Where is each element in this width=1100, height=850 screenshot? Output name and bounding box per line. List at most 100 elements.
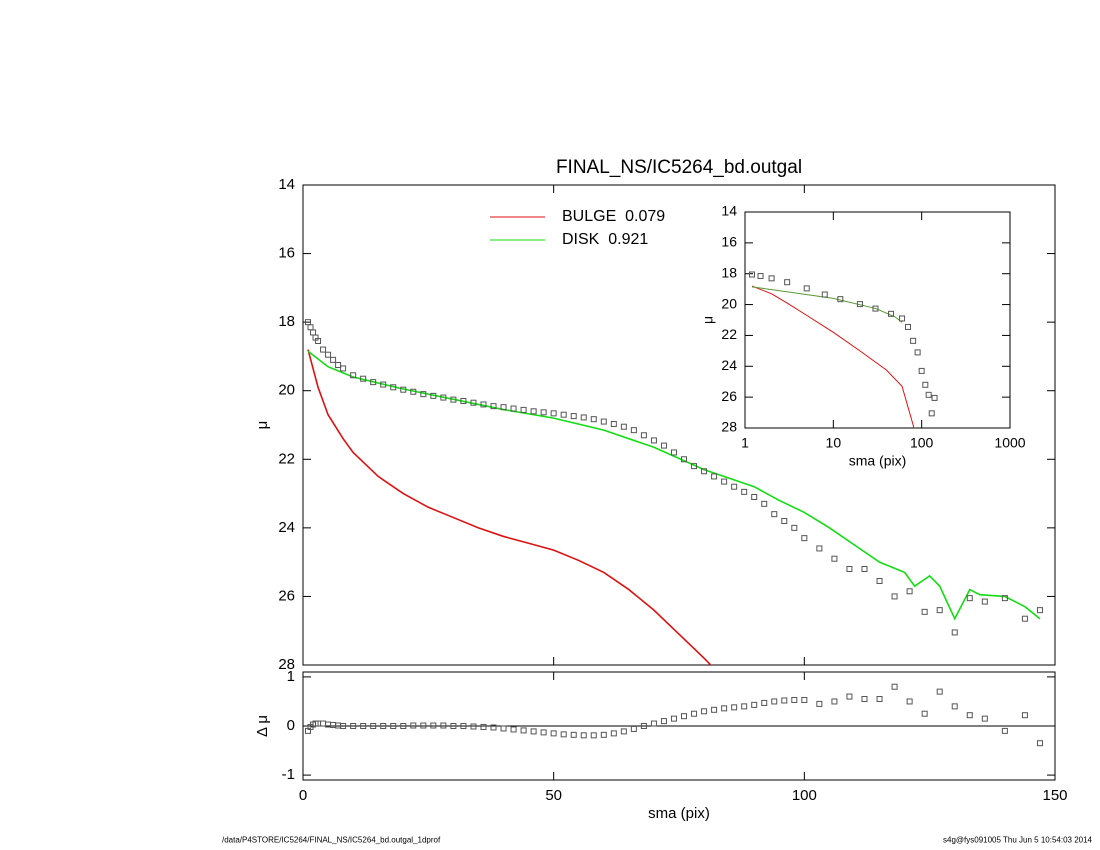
data-point (420, 722, 427, 729)
data-point (761, 500, 768, 507)
data-point (951, 703, 958, 710)
data-point (600, 731, 607, 738)
y-tick-label: 28 (278, 656, 295, 673)
y-tick-label: 22 (721, 326, 737, 342)
x-axis-label: sma (pix) (648, 805, 710, 822)
data-point (550, 730, 557, 737)
y-tick-label: 24 (278, 519, 295, 536)
data-point (757, 273, 764, 280)
data-point (500, 725, 507, 732)
data-point (650, 720, 657, 727)
data-point (781, 697, 788, 704)
data-point (821, 291, 828, 298)
data-point (925, 391, 932, 398)
y-tick-label: 16 (721, 234, 737, 250)
data-point (580, 732, 587, 739)
data-point (310, 329, 317, 336)
data-point (701, 468, 708, 475)
data-point (550, 410, 557, 417)
data-point (846, 566, 853, 572)
y-tick-label: -1 (282, 766, 295, 783)
data-point (831, 698, 838, 705)
model-line (751, 286, 903, 323)
data-point (620, 728, 627, 735)
data-point (500, 404, 507, 411)
data-point (630, 427, 637, 434)
data-point (450, 396, 457, 403)
data-point (400, 386, 407, 393)
x-tick-label: 50 (545, 787, 562, 804)
x-tick-label: 150 (1042, 787, 1067, 804)
data-point (370, 379, 377, 386)
data-point (781, 518, 788, 524)
data-point (771, 698, 778, 705)
data-point (315, 338, 322, 344)
data-point (711, 706, 718, 713)
data-point (325, 351, 332, 358)
data-point (540, 729, 547, 736)
data-point (670, 449, 677, 456)
data-point (904, 323, 911, 330)
data-point (1021, 615, 1028, 622)
data-point (731, 704, 738, 711)
data-point (640, 723, 647, 729)
data-point (751, 494, 758, 500)
data-point (350, 372, 357, 379)
data-point (610, 420, 617, 427)
data-point (470, 723, 477, 730)
data-point (861, 696, 868, 702)
data-point (872, 305, 879, 312)
data-point (660, 718, 667, 725)
data-point (701, 708, 708, 715)
data-point (450, 723, 457, 729)
data-point (691, 710, 698, 717)
data-point (380, 381, 387, 388)
data-point (906, 698, 913, 705)
data-point (891, 593, 898, 600)
data-point (966, 712, 973, 719)
data-point (540, 409, 547, 416)
data-point (861, 566, 868, 572)
data-point (570, 413, 577, 420)
model-line (307, 349, 712, 665)
y-tick-label: 26 (721, 388, 737, 404)
y-tick-label: 20 (278, 382, 295, 399)
data-point (966, 595, 973, 602)
data-point (460, 398, 467, 404)
data-point (731, 483, 738, 490)
data-point (410, 722, 417, 729)
data-point (803, 285, 810, 292)
y-axis-label: Δ μ (254, 715, 271, 737)
plot-frame (744, 211, 1011, 429)
data-point (560, 731, 567, 738)
data-point (1001, 727, 1008, 734)
legend-label: BULGE 0.079 (562, 208, 665, 225)
data-point (922, 381, 929, 388)
data-point (420, 391, 427, 398)
data-point (831, 555, 838, 562)
data-point (430, 722, 437, 729)
data-point (936, 688, 943, 695)
data-point (670, 715, 677, 722)
data-point (1021, 712, 1028, 719)
data-point (711, 473, 718, 480)
chart-title: FINAL_NS/IC5264_bd.outgal (556, 157, 802, 178)
data-point (921, 710, 928, 717)
y-tick-label: 14 (278, 176, 295, 193)
x-tick-label: 0 (299, 787, 307, 804)
data-point (490, 724, 497, 731)
data-point (816, 700, 823, 707)
data-point (490, 403, 497, 410)
data-point (784, 279, 791, 286)
data-point (580, 414, 587, 421)
data-point (1036, 607, 1043, 614)
data-point (981, 598, 988, 605)
data-point (721, 478, 728, 485)
data-point (681, 456, 688, 463)
data-point (768, 275, 775, 282)
data-point (951, 629, 958, 636)
data-point (899, 315, 906, 322)
y-tick-label: 22 (278, 450, 295, 467)
